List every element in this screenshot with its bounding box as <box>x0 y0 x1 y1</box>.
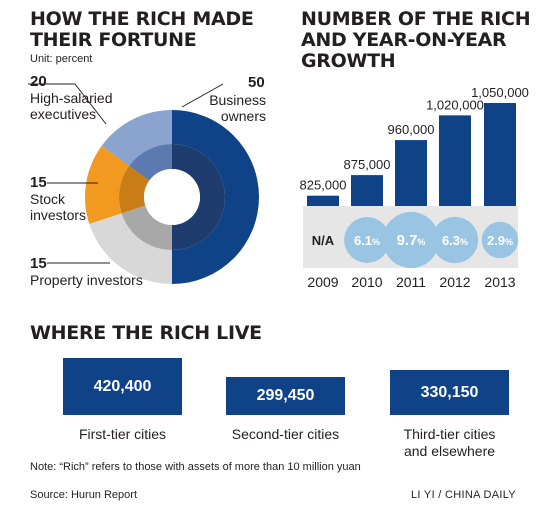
bar-value-label-2013: 1,050,000 <box>471 85 529 100</box>
city-label-second: Second-tier cities <box>201 426 370 443</box>
city-label-first: First-tier cities <box>43 426 202 443</box>
pie-slice-stock <box>85 145 130 224</box>
label-executives-line2: executives <box>30 106 97 122</box>
label-property-line1: Property investors <box>30 272 143 288</box>
bar-2013 <box>484 103 516 206</box>
bars-title-line3: GROWTH <box>301 50 396 72</box>
city-label-third-line2: and elsewhere <box>403 443 496 459</box>
city-label-third-line1: Third-tier cities <box>403 426 496 442</box>
label-stock-line1: Stock <box>30 191 66 207</box>
bars-title: NUMBER OF THE RICH AND YEAR-ON-YEAR GROW… <box>301 8 531 72</box>
pie-unit: Unit: percent <box>30 53 93 65</box>
bar-value-label-2011: 960,000 <box>388 122 435 137</box>
year-label-2012: 2012 <box>439 274 470 290</box>
city-box-first: 420,400 <box>63 358 182 415</box>
bars-title-line1: NUMBER OF THE RICH <box>301 8 531 30</box>
label-executives-value: 20 <box>30 73 47 90</box>
label-business-value: 50 <box>248 74 265 91</box>
growth-bubble-2013 <box>481 221 519 259</box>
pie-slice-executives <box>89 213 172 284</box>
footnote: Note: “Rich” refers to those with assets… <box>30 461 361 473</box>
label-executives-line1: High-salaried <box>30 90 113 106</box>
growth-label-2011: 9.7% <box>397 232 426 249</box>
year-label-2009: 2009 <box>307 274 338 290</box>
label-business-line2: owners <box>220 108 266 124</box>
label-business: 50 <box>248 75 265 91</box>
label-business-text: Business owners <box>206 92 266 124</box>
pie-inner-ring-property <box>129 144 172 181</box>
credit: LI YI / CHINA DAILY <box>411 489 516 501</box>
pie-title-line2: THEIR FORTUNE <box>30 29 197 51</box>
growth-label-2013: 2.9% <box>487 233 513 248</box>
bar-value-label-2012: 1,020,000 <box>426 97 484 112</box>
growth-bubble-2010 <box>344 217 390 263</box>
cities-title: WHERE THE RICH LIVE <box>30 322 262 344</box>
bar-2011 <box>395 140 427 206</box>
label-property-value: 15 <box>30 255 47 272</box>
bar-2009 <box>307 195 339 206</box>
growth-label-2010: 6.1% <box>354 233 380 248</box>
pie-slice-property <box>101 110 172 166</box>
city-label-second-line1: Second-tier cities <box>231 426 340 442</box>
pie-inner-ring-business <box>172 144 225 250</box>
label-stock-line2: investors <box>30 207 87 223</box>
bar-2010 <box>351 175 383 206</box>
city-box-second: 299,450 <box>226 377 345 415</box>
pie-title-line1: HOW THE RICH MADE <box>30 8 254 30</box>
label-property: 15 Property investors <box>30 255 143 289</box>
growth-label-2012: 6.3% <box>442 233 468 248</box>
label-business-line1: Business <box>209 92 266 108</box>
pie-center-hole <box>144 169 200 225</box>
leader-executives-d <box>74 83 107 125</box>
bar-value-label-2009: 825,000 <box>300 178 347 193</box>
pie-inner-ring-executives <box>121 205 172 250</box>
pie-inner-ring-stock <box>119 165 150 214</box>
source: Source: Hurun Report <box>30 489 137 501</box>
city-label-first-line1: First-tier cities <box>78 426 167 442</box>
pie-title: HOW THE RICH MADE THEIR FORTUNE <box>30 9 254 51</box>
bar-chart-marks: 825,000 2009 N/A 875,000 2010 6.1% 960,000 2011… <box>300 85 529 290</box>
growth-bubble-2012 <box>431 216 479 264</box>
bar-2012 <box>439 115 471 206</box>
bar-value-label-2010: 875,000 <box>344 157 391 172</box>
growth-bubble-2011 <box>382 211 440 269</box>
leader-business <box>181 83 224 108</box>
label-executives: 20 High-salaried executives <box>30 73 113 123</box>
city-box-third: 330,150 <box>390 370 509 415</box>
pie-slices <box>85 110 259 284</box>
growth-na-label: N/A <box>312 233 335 248</box>
pie-slice-business <box>172 110 259 284</box>
year-label-2013: 2013 <box>484 274 515 290</box>
year-label-2010: 2010 <box>351 274 382 290</box>
city-label-third: Third-tier cities and elsewhere <box>370 426 529 460</box>
label-stock-value: 15 <box>30 174 47 191</box>
year-label-2011: 2011 <box>396 274 426 290</box>
label-stock: 15 Stock investors <box>30 174 87 224</box>
bars-title-line2: AND YEAR-ON-YEAR <box>301 29 507 51</box>
